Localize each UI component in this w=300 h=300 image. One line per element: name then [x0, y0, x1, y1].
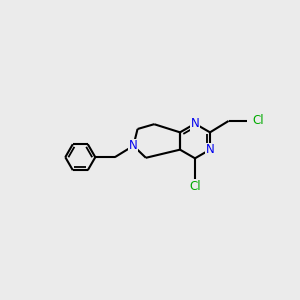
Text: N: N	[129, 139, 138, 152]
Text: N: N	[190, 117, 200, 130]
Text: Cl: Cl	[253, 114, 264, 128]
Text: Cl: Cl	[189, 180, 201, 193]
Text: N: N	[206, 143, 214, 156]
